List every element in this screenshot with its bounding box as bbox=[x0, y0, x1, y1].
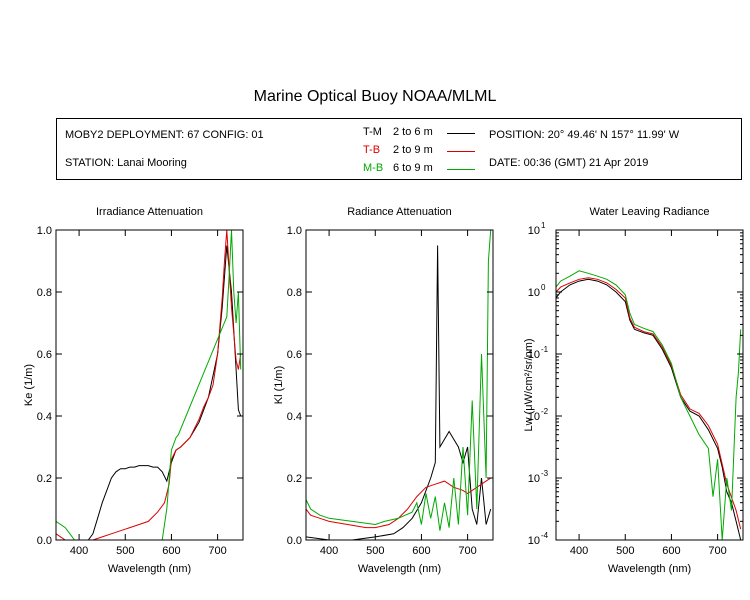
x-tick-label: 400 bbox=[570, 545, 588, 557]
series-line-t-m bbox=[87, 245, 242, 540]
legend-code-tm: T-M bbox=[363, 126, 382, 138]
plot-frame bbox=[305, 229, 494, 541]
x-tick-label: 500 bbox=[116, 545, 134, 557]
legend-range-tb: 2 to 9 m bbox=[393, 144, 433, 156]
series-line-t-b bbox=[56, 230, 242, 540]
y-tick-exponent: -4 bbox=[541, 531, 549, 540]
x-axis-label: Wavelength (nm) bbox=[358, 563, 441, 575]
plot-frame bbox=[555, 229, 744, 541]
x-tick-label: 400 bbox=[70, 545, 88, 557]
y-axis-label: Ke (1/m) bbox=[23, 364, 35, 406]
chart-title: Radiance Attenuation bbox=[347, 206, 452, 218]
x-tick-label: 700 bbox=[458, 545, 476, 557]
y-tick-exponent: -3 bbox=[541, 469, 549, 478]
x-tick-label: 700 bbox=[208, 545, 226, 557]
series-line-m-b bbox=[56, 230, 242, 540]
series-line-t-m bbox=[556, 278, 742, 540]
x-tick-label: 600 bbox=[662, 545, 680, 557]
y-tick-label: 10 bbox=[528, 349, 540, 361]
y-tick-label: 0.8 bbox=[287, 287, 302, 299]
y-tick-label: 10 bbox=[528, 535, 540, 547]
y-tick-exponent: 1 bbox=[541, 221, 546, 230]
chart-panel-3: Water Leaving Radiance 400 500 600 700 Wavele… bbox=[523, 206, 744, 575]
chart-title: Irradiance Attenuation bbox=[96, 206, 203, 218]
y-tick-label: 1.0 bbox=[37, 225, 52, 237]
legend-line-tm bbox=[447, 133, 475, 134]
y-axis-label: Lw (μW/cm²/sr/nm) bbox=[523, 338, 535, 431]
y-tick-exponent: -1 bbox=[541, 345, 549, 354]
y-tick-label: 10 bbox=[528, 287, 540, 299]
position-label: POSITION: 20° 49.46' N 157° 11.99' W bbox=[489, 129, 680, 141]
deployment-label: MOBY2 DEPLOYMENT: 67 CONFIG: 01 bbox=[65, 129, 264, 141]
y-tick-label: 0.2 bbox=[37, 473, 52, 485]
y-tick-label: 0.6 bbox=[37, 349, 52, 361]
series-line-t-b bbox=[306, 477, 491, 529]
chart-panel-1: Irradiance Attenuation 400 500 600 700 Wavele… bbox=[23, 206, 244, 575]
legend-code-tb: T-B bbox=[363, 144, 381, 156]
chart-title: Water Leaving Radiance bbox=[589, 206, 709, 218]
legend-range-tm: 2 to 6 m bbox=[393, 126, 433, 138]
x-tick-label: 500 bbox=[366, 545, 384, 557]
series-line-m-b bbox=[306, 230, 492, 531]
y-tick-exponent: 0 bbox=[541, 283, 546, 292]
y-tick-label: 0.8 bbox=[37, 287, 52, 299]
legend-line-tb bbox=[447, 151, 475, 152]
y-tick-label: 0.2 bbox=[287, 473, 302, 485]
y-tick-label: 1.0 bbox=[287, 225, 302, 237]
series-line-t-b bbox=[556, 277, 742, 530]
y-tick-label: 0.0 bbox=[37, 535, 52, 547]
x-tick-label: 400 bbox=[320, 545, 338, 557]
x-axis-label: Wavelength (nm) bbox=[108, 563, 191, 575]
station-label: STATION: Lanai Mooring bbox=[65, 157, 187, 169]
x-tick-label: 600 bbox=[162, 545, 180, 557]
y-tick-label: 10 bbox=[528, 473, 540, 485]
legend-range-mb: 6 to 9 m bbox=[393, 162, 433, 174]
info-box: MOBY2 DEPLOYMENT: 67 CONFIG: 01 STATION:… bbox=[56, 118, 742, 180]
x-tick-label: 600 bbox=[412, 545, 430, 557]
plot-frame bbox=[55, 229, 244, 541]
series-line-m-b bbox=[556, 270, 742, 540]
x-axis-label: Wavelength (nm) bbox=[608, 563, 691, 575]
x-tick-label: 500 bbox=[616, 545, 634, 557]
date-label: DATE: 00:36 (GMT) 21 Apr 2019 bbox=[489, 157, 649, 169]
legend-line-mb bbox=[447, 169, 475, 170]
x-tick-label: 700 bbox=[708, 545, 726, 557]
y-tick-label: 0.6 bbox=[287, 349, 302, 361]
y-tick-label: 0.4 bbox=[37, 411, 52, 423]
series-line-t-m bbox=[306, 245, 492, 540]
y-tick-label: 0.4 bbox=[287, 411, 302, 423]
y-tick-label: 0.0 bbox=[287, 535, 302, 547]
chart-panel-2: Radiance Attenuation 400 500 600 700 Waveleng… bbox=[273, 206, 494, 575]
y-tick-label: 10 bbox=[528, 411, 540, 423]
y-tick-label: 10 bbox=[528, 225, 540, 237]
legend-code-mb: M-B bbox=[363, 162, 384, 174]
y-axis-label: Kl (1/m) bbox=[273, 366, 285, 405]
y-tick-exponent: -2 bbox=[541, 407, 549, 416]
page-title: Marine Optical Buoy NOAA/MLML bbox=[253, 88, 497, 105]
